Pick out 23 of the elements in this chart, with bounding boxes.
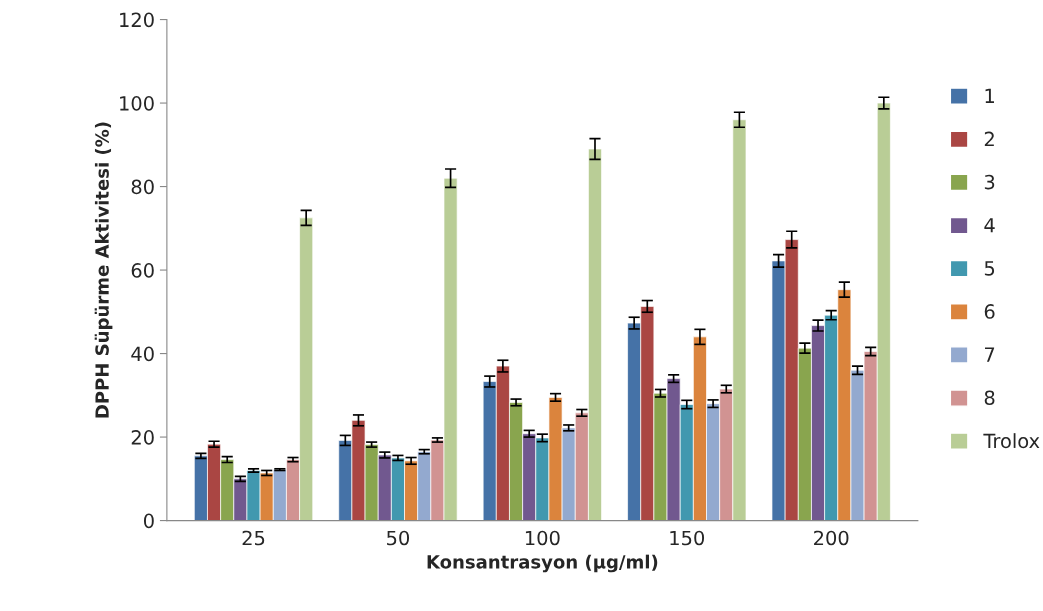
legend-label: 3 <box>984 174 995 190</box>
y-tick-label: 20 <box>131 430 154 445</box>
y-tick-label: 60 <box>131 263 154 278</box>
legend-label: 6 <box>984 304 995 319</box>
legend-label: 1 <box>985 88 994 103</box>
y-axis-title: DPPH Süpürme Aktivitesi (%) <box>94 122 113 418</box>
x-tick-label: 50 <box>387 530 410 546</box>
legend-label: Trolox <box>983 433 1040 449</box>
y-tick-label: 80 <box>131 179 154 195</box>
legend-label: 8 <box>984 390 995 406</box>
legend-label: 4 <box>984 218 995 233</box>
y-tick-label: 100 <box>120 96 154 111</box>
legend-label: 5 <box>984 261 995 276</box>
legend-label: 2 <box>984 131 994 147</box>
x-tick-label: 100 <box>525 530 560 546</box>
legend-label: 7 <box>985 347 995 362</box>
x-axis-title: Konsantrasyon (µg/ml) <box>427 554 658 573</box>
y-tick-label: 120 <box>120 12 154 28</box>
x-tick-label: 25 <box>242 530 265 546</box>
x-tick-label: 200 <box>814 530 849 546</box>
x-tick-label: 150 <box>670 530 705 546</box>
y-tick-label: 40 <box>131 346 154 362</box>
y-tick-label: 0 <box>143 513 154 529</box>
